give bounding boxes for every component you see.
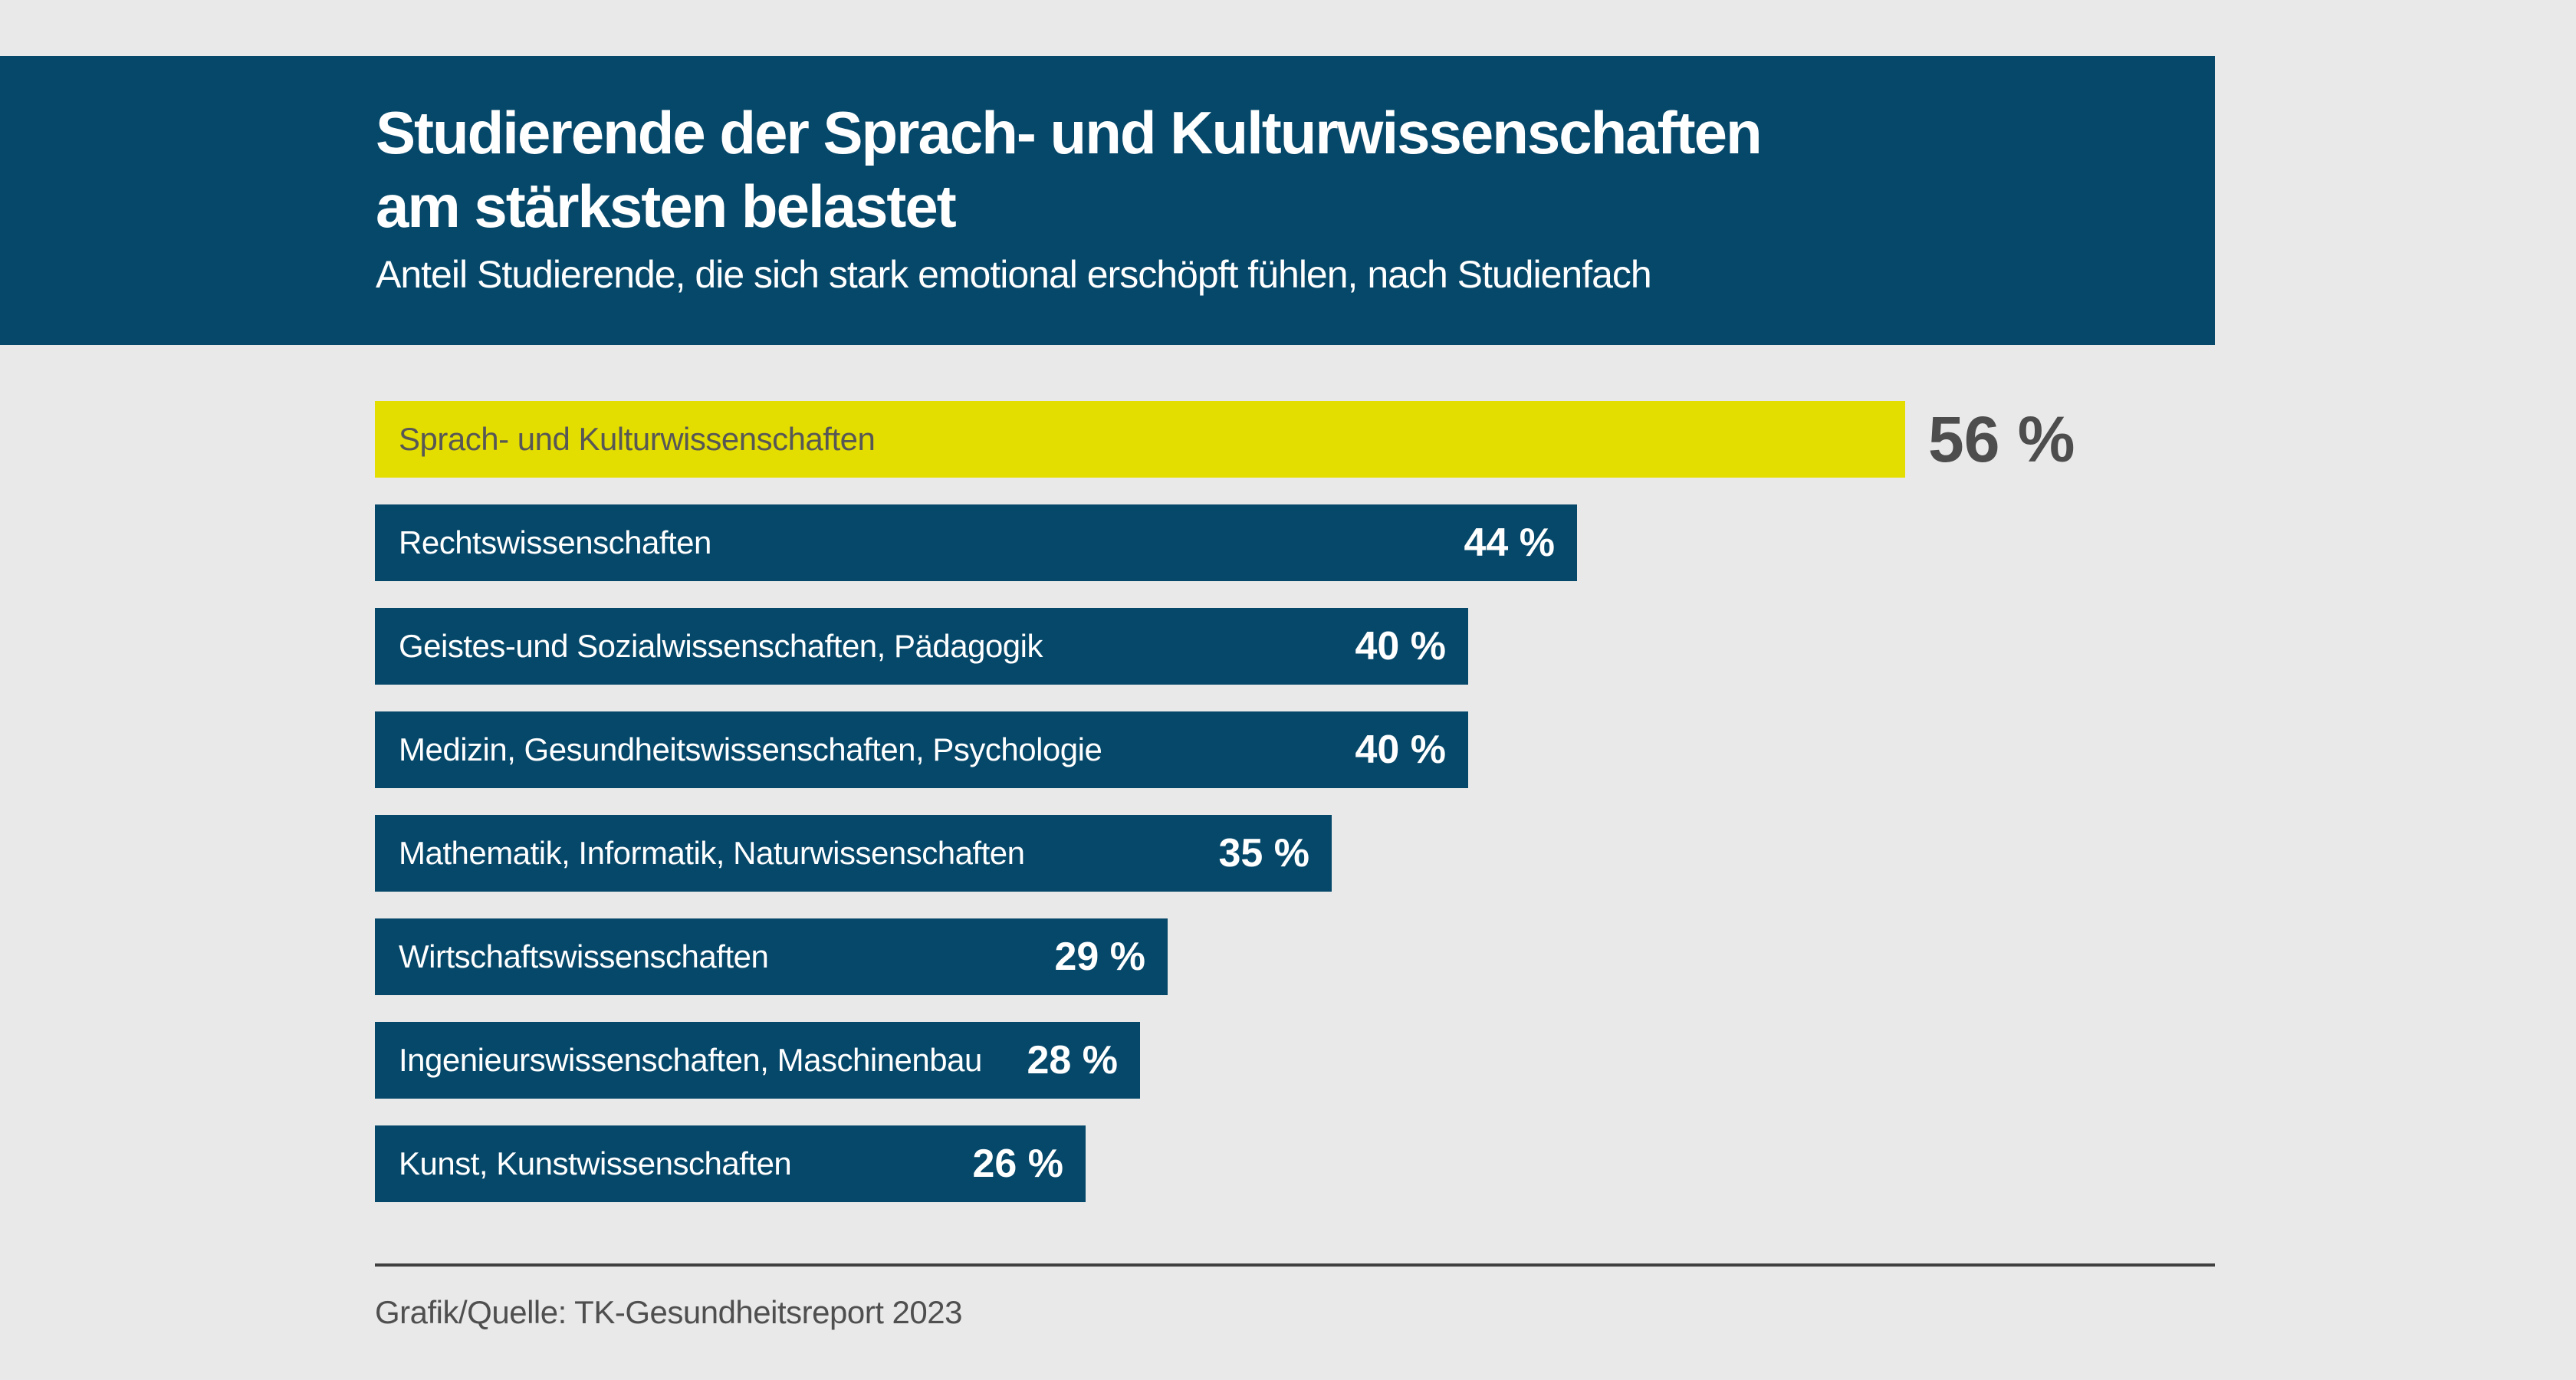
bar-category-label: Sprach- und Kulturwissenschaften (399, 421, 876, 457)
footer-divider (375, 1263, 2215, 1267)
bar-row: Kunst, Kunstwissenschaften 26 % (375, 1125, 2576, 1202)
bar-row: Sprach- und Kulturwissenschaften 56 % (375, 401, 2576, 478)
bar-row: Geistes-und Sozialwissenschaften, Pädago… (375, 608, 2576, 685)
bar-value-label: 26 % (972, 1142, 1063, 1186)
chart-title-line2: am stärksten belastet (376, 172, 957, 240)
chart-title-line1: Studierende der Sprach- und Kulturwissen… (376, 99, 1763, 166)
bar-row: Rechtswissenschaften 44 % (375, 504, 2576, 581)
bar-highlighted: Sprach- und Kulturwissenschaften (375, 401, 1905, 478)
bar: Rechtswissenschaften 44 % (375, 504, 1577, 581)
bar-value-label: 28 % (1027, 1038, 1118, 1083)
bar: Wirtschaftswissenschaften 29 % (375, 918, 1168, 995)
bar-category-label: Wirtschaftswissenschaften (399, 938, 769, 974)
bar-row: Wirtschaftswissenschaften 29 % (375, 918, 2576, 995)
bar-value-label: 44 % (1464, 521, 1555, 565)
bar-row: Ingenieurswissenschaften, Maschinenbau 28… (375, 1022, 2576, 1099)
bar-category-label: Rechtswissenschaften (399, 524, 711, 560)
bar-row: Mathematik, Informatik, Naturwissenschaf… (375, 815, 2576, 892)
bar: Kunst, Kunstwissenschaften 26 % (375, 1125, 1086, 1202)
bar-category-label: Mathematik, Informatik, Naturwissenschaf… (399, 835, 1025, 871)
bar-category-label: Kunst, Kunstwissenschaften (399, 1145, 792, 1181)
bar: Medizin, Gesundheitswissenschaften, Psyc… (375, 711, 1468, 788)
chart-subtitle: Anteil Studierende, die sich stark emoti… (376, 253, 1652, 296)
bar-value-label: 35 % (1218, 831, 1309, 876)
header-band: Studierende der Sprach- und Kulturwissen… (0, 56, 2215, 345)
bar-category-label: Medizin, Gesundheitswissenschaften, Psyc… (399, 731, 1102, 767)
bar-value-label: 29 % (1054, 935, 1145, 979)
source-caption: Grafik/Quelle: TK-Gesundheitsreport 2023 (375, 1294, 962, 1330)
bar: Mathematik, Informatik, Naturwissenschaf… (375, 815, 1332, 892)
bar: Geistes-und Sozialwissenschaften, Pädago… (375, 608, 1468, 685)
bar-category-label: Ingenieurswissenschaften, Maschinenbau (399, 1042, 982, 1078)
bar-row: Medizin, Gesundheitswissenschaften, Psyc… (375, 711, 2576, 788)
bar-chart: Sprach- und Kulturwissenschaften 56 % Rech… (375, 401, 2576, 1229)
bar: Ingenieurswissenschaften, Maschinenbau 28… (375, 1022, 1140, 1099)
chart-title: Studierende der Sprach- und Kulturwissen… (376, 96, 1763, 243)
bar-category-label: Geistes-und Sozialwissenschaften, Pädago… (399, 628, 1043, 664)
bar-value-label: 40 % (1355, 728, 1446, 772)
bar-value-label-outside: 56 % (1928, 402, 2075, 475)
bar-value-label: 40 % (1355, 624, 1446, 669)
